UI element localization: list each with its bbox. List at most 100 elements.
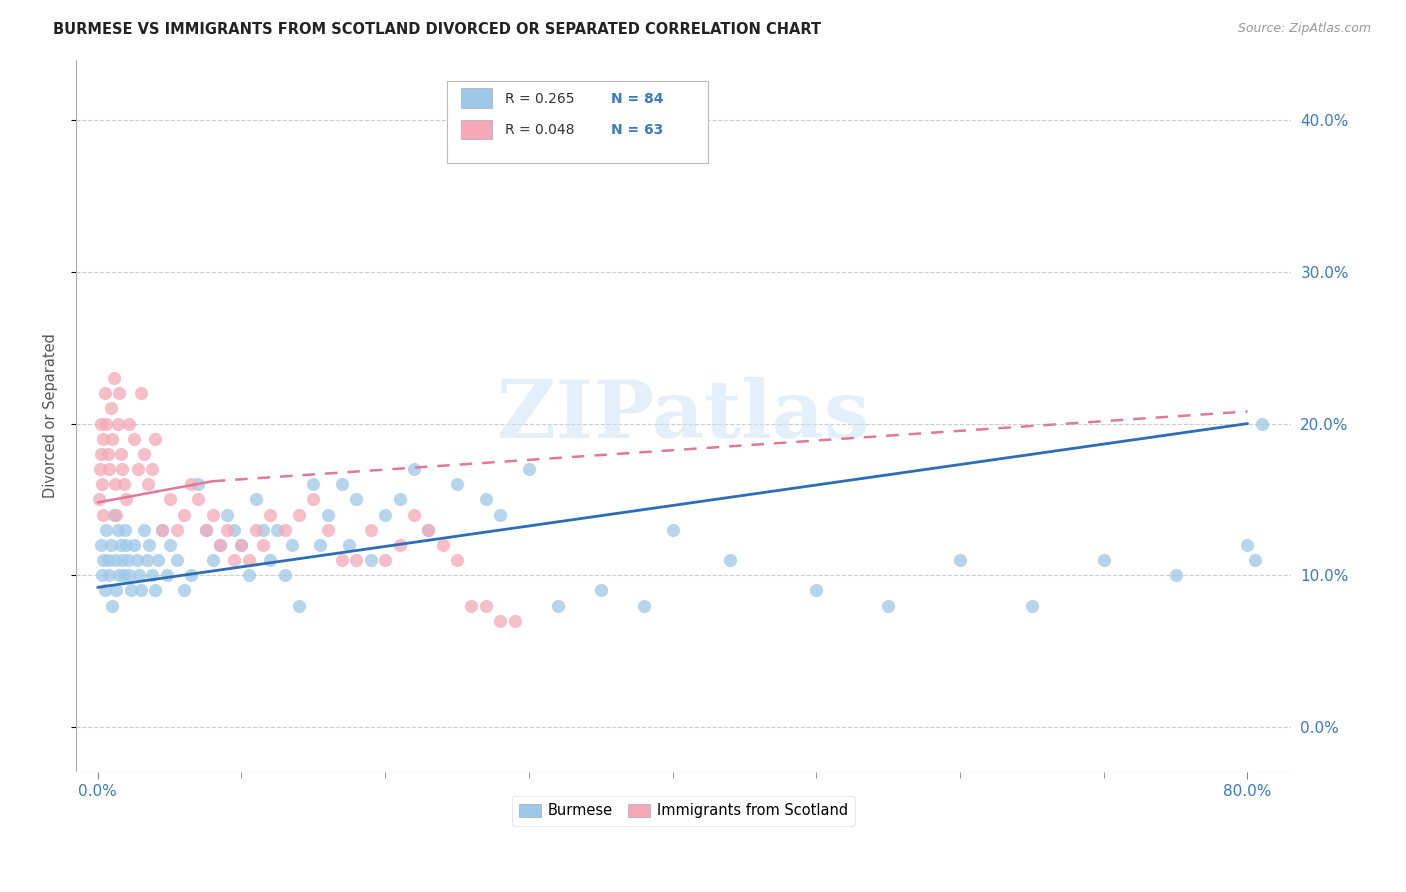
Point [273, 568, 295, 582]
Point [418, 523, 440, 537]
Point [115, 492, 138, 507]
Point [94, 386, 117, 401]
Point [201, 553, 224, 567]
Point [94, 583, 117, 598]
Text: N = 84: N = 84 [610, 92, 664, 106]
Point [89, 462, 111, 476]
Point [418, 523, 440, 537]
Point [245, 492, 267, 507]
Point [180, 568, 202, 582]
Point [93, 553, 115, 567]
Point [330, 477, 353, 491]
FancyBboxPatch shape [461, 120, 492, 139]
Point [132, 447, 155, 461]
Point [146, 553, 169, 567]
Point [110, 447, 132, 461]
Point [96, 523, 118, 537]
Point [141, 462, 163, 476]
Point [877, 599, 900, 613]
Point [259, 553, 281, 567]
Point [224, 553, 246, 567]
Point [111, 462, 134, 476]
Text: N = 63: N = 63 [610, 123, 662, 137]
Point [112, 477, 135, 491]
Point [141, 568, 163, 582]
Point [91, 477, 114, 491]
Point [231, 538, 253, 552]
Point [503, 614, 526, 628]
Point [103, 508, 125, 522]
Point [108, 568, 131, 582]
Point [132, 523, 155, 537]
Point [90, 417, 112, 431]
Point [125, 553, 148, 567]
Point [388, 492, 411, 507]
Point [180, 477, 202, 491]
Point [446, 477, 468, 491]
Point [949, 553, 972, 567]
Point [91, 568, 114, 582]
Point [273, 523, 295, 537]
Point [89, 492, 111, 507]
Point [360, 553, 382, 567]
Point [117, 553, 139, 567]
Point [159, 538, 181, 552]
Point [104, 477, 127, 491]
Y-axis label: Divorced or Separated: Divorced or Separated [44, 334, 58, 499]
Point [460, 599, 482, 613]
Point [152, 523, 174, 537]
Point [201, 508, 224, 522]
Text: BURMESE VS IMMIGRANTS FROM SCOTLAND DIVORCED OR SEPARATED CORRELATION CHART: BURMESE VS IMMIGRANTS FROM SCOTLAND DIVO… [53, 22, 821, 37]
Point [589, 583, 612, 598]
FancyBboxPatch shape [461, 88, 492, 108]
Point [1236, 538, 1258, 552]
Point [166, 523, 188, 537]
Point [98, 568, 121, 582]
Point [360, 523, 382, 537]
Point [101, 432, 124, 446]
Point [122, 432, 145, 446]
Point [1092, 553, 1115, 567]
Point [90, 447, 112, 461]
Point [129, 583, 152, 598]
Point [208, 538, 231, 552]
Legend: Burmese, Immigrants from Scotland: Burmese, Immigrants from Scotland [512, 796, 855, 826]
Point [238, 553, 260, 567]
Point [93, 508, 115, 522]
Point [115, 538, 138, 552]
Point [302, 477, 325, 491]
Point [633, 599, 655, 613]
Point [173, 583, 195, 598]
Point [100, 538, 122, 552]
Point [806, 583, 828, 598]
Point [302, 492, 325, 507]
Point [112, 568, 135, 582]
Point [173, 508, 195, 522]
Point [118, 568, 141, 582]
Text: ZIPatlas: ZIPatlas [498, 377, 869, 455]
Point [187, 477, 209, 491]
Point [104, 553, 127, 567]
Point [316, 523, 339, 537]
Point [245, 523, 267, 537]
Point [475, 492, 498, 507]
Point [517, 462, 540, 476]
Point [135, 553, 157, 567]
Point [100, 401, 122, 416]
Point [114, 523, 136, 537]
Point [107, 523, 129, 537]
Point [98, 462, 121, 476]
Point [489, 508, 512, 522]
Point [316, 508, 339, 522]
Point [97, 553, 120, 567]
Point [129, 386, 152, 401]
Point [259, 508, 281, 522]
Point [110, 538, 132, 552]
Point [402, 508, 425, 522]
Point [91, 432, 114, 446]
Point [1243, 553, 1265, 567]
Point [118, 417, 141, 431]
Point [231, 538, 253, 552]
Point [1250, 417, 1272, 431]
Point [194, 523, 217, 537]
